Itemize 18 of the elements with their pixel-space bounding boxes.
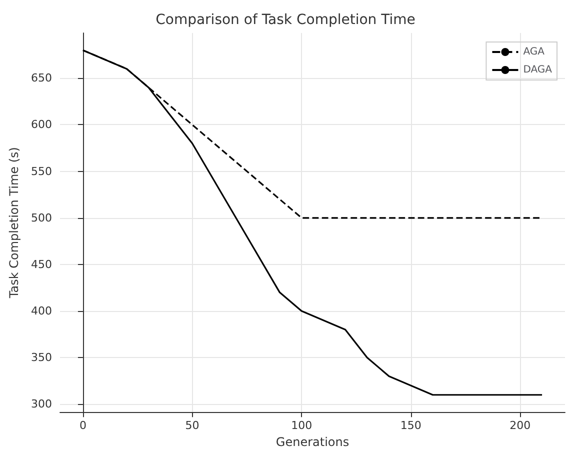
x-tick-label: 100	[291, 419, 312, 432]
x-axis-title: Generations	[276, 435, 350, 449]
x-tick-label: 150	[400, 419, 422, 432]
y-tick-label: 300	[31, 398, 52, 411]
legend-label: AGA	[523, 46, 545, 58]
y-tick-label: 500	[31, 211, 52, 224]
chart-title: Comparison of Task Completion Time	[156, 12, 416, 28]
legend-label: DAGA	[523, 64, 552, 76]
y-tick-label: 650	[31, 72, 52, 85]
x-tick-label: 0	[79, 419, 86, 432]
y-tick-label: 450	[31, 258, 52, 271]
y-tick-label: 550	[31, 164, 52, 178]
y-tick-label: 600	[31, 118, 52, 132]
y-axis-title: Task Completion Time (s)	[7, 147, 22, 300]
x-tick-label: 50	[185, 419, 200, 432]
x-tick-label: 200	[510, 419, 531, 432]
y-tick-label: 400	[31, 304, 52, 318]
y-tick-label: 350	[31, 351, 52, 364]
